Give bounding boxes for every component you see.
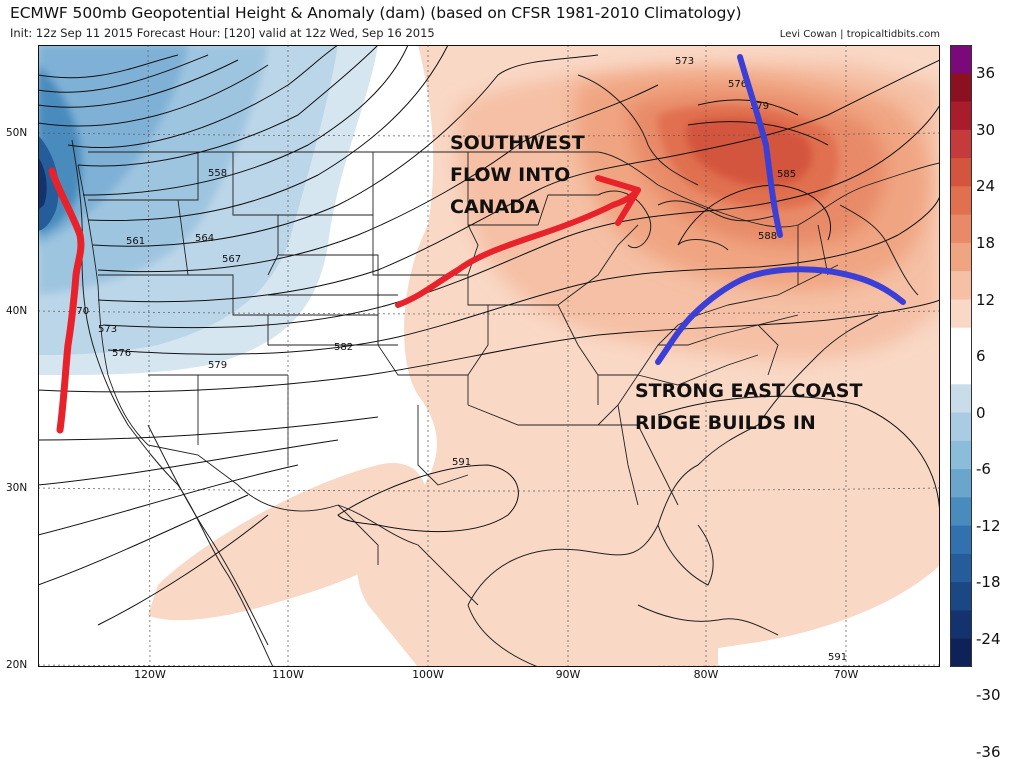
colorbar-swatch — [950, 158, 972, 187]
colorbar-tick-label: 30 — [976, 120, 996, 139]
colorbar-swatch — [950, 412, 972, 442]
colorbar-swatch — [950, 327, 972, 357]
colorbar-swatch — [950, 525, 972, 555]
colorbar-swatch — [950, 384, 972, 414]
contour-labels: 558 561 564 567 570 573 576 579 582 585 … — [70, 56, 847, 663]
contour-label-579-north: 579 — [750, 101, 769, 112]
contour-label-561: 561 — [126, 236, 145, 247]
colorbar-tick-label: 12 — [976, 290, 996, 309]
contour-label-582: 582 — [334, 342, 353, 353]
colorbar-swatch — [950, 242, 972, 272]
colorbar-swatch — [950, 186, 972, 216]
contour-label-576: 576 — [112, 348, 131, 359]
political-borders — [77, 151, 940, 606]
lon-label-90w: 90W — [555, 668, 581, 681]
colorbar-swatch — [950, 299, 972, 329]
colorbar-swatch — [950, 440, 972, 470]
colorbar-swatch — [950, 73, 972, 103]
colorbar-swatch — [950, 582, 972, 611]
lon-label-70w: 70W — [833, 668, 859, 681]
colorbar-tick-label: -36 — [976, 742, 1001, 761]
contour-label-591-south: 591 — [452, 457, 471, 468]
contour-label-567: 567 — [222, 254, 241, 265]
lat-lon-grid — [38, 45, 940, 667]
colorbar-swatch — [950, 214, 972, 244]
lat-label-30n: 30N — [6, 482, 28, 494]
colorbar-tick-label: 0 — [976, 403, 986, 422]
colorbar-tick-label: 36 — [976, 64, 996, 83]
lat-label-20n: 20N — [6, 659, 28, 671]
colorbar-swatch — [950, 553, 972, 583]
contour-label-558: 558 — [208, 168, 227, 179]
colorbar-tick-label: 24 — [976, 177, 996, 196]
colorbar-tick-label: 6 — [976, 347, 986, 365]
colorbar-tick-label: -24 — [976, 629, 1001, 648]
annotation-line-flow-into: FLOW INTO — [450, 164, 570, 186]
colorbar-swatch — [950, 469, 972, 498]
colorbar-swatch — [950, 638, 972, 667]
ridge-axis-lines — [655, 54, 906, 365]
lat-label-40n: 40N — [6, 305, 28, 317]
lon-label-110w: 110W — [272, 668, 304, 681]
colorbar-tick-label: -18 — [976, 573, 1001, 592]
map-title: ECMWF 500mb Geopotential Height & Anomal… — [10, 4, 742, 22]
colorbar-frame — [950, 45, 972, 667]
southwest-flow-arrow — [395, 175, 641, 308]
credit-text: Levi Cowan | tropicaltidbits.com — [779, 29, 940, 40]
colorbar-tick-label: -12 — [976, 516, 1001, 535]
east-coast-ridge-annotation: STRONG EAST COAST RIDGE BUILDS IN — [635, 380, 862, 434]
height-anomaly-map: 558 561 564 567 570 573 576 579 582 585 … — [38, 45, 940, 667]
contour-label-576-north: 576 — [728, 79, 747, 90]
map-frame — [38, 45, 940, 667]
colorbar-tick-label: 18 — [976, 233, 996, 252]
annotation-line-strong-east-coast: STRONG EAST COAST — [635, 380, 862, 402]
contour-label-573: 573 — [98, 324, 117, 335]
southwest-flow-annotation: SOUTHWEST FLOW INTO CANADA — [450, 132, 585, 218]
positive-anomaly-shading — [148, 45, 940, 667]
contour-label-585: 585 — [777, 169, 796, 180]
lon-label-120w: 120W — [134, 668, 166, 681]
colorbar-swatch — [950, 356, 972, 385]
trough-axis-line — [48, 167, 85, 434]
colorbar-swatch — [950, 101, 972, 131]
annotation-line-ridge-builds-in: RIDGE BUILDS IN — [635, 412, 816, 434]
lon-label-80w: 80W — [693, 668, 719, 681]
colorbar-swatch — [950, 610, 972, 640]
contour-label-570: 570 — [70, 306, 89, 317]
colorbar-swatch — [950, 45, 972, 74]
lon-label-100w: 100W — [412, 668, 444, 681]
map-subtitle: Init: 12z Sep 11 2015 Forecast Hour: [12… — [10, 26, 435, 40]
contour-label-573-north: 573 — [675, 56, 694, 67]
colorbar-swatch — [950, 271, 972, 300]
annotation-line-southwest: SOUTHWEST — [450, 132, 585, 154]
colorbar-tick-label: -30 — [976, 686, 1001, 705]
lat-label-50n: 50N — [6, 127, 28, 139]
contour-label-588: 588 — [758, 231, 777, 242]
negative-anomaly-shading — [38, 45, 378, 375]
height-contours — [38, 45, 940, 626]
colorbar-swatch — [950, 497, 972, 527]
contour-label-579: 579 — [208, 360, 227, 371]
contour-label-564: 564 — [195, 233, 214, 244]
contour-label-591-east: 591 — [828, 652, 847, 663]
colorbar-swatch — [950, 129, 972, 159]
anomaly-colorbar — [950, 45, 972, 667]
colorbar-tick-label: -6 — [976, 460, 991, 479]
annotation-line-canada: CANADA — [450, 196, 540, 218]
